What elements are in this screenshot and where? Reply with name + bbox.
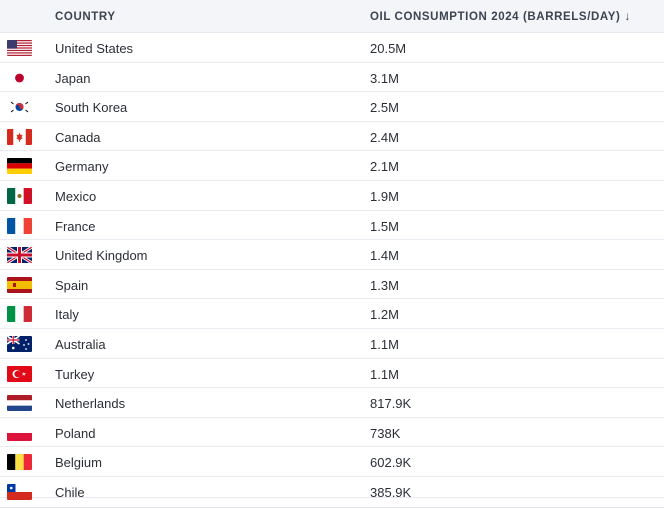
table-row[interactable]: Turkey 1.1M	[0, 358, 664, 389]
oil-consumption-value: 20.5M	[370, 41, 407, 56]
table-row[interactable]: Netherlands 817.9K	[0, 388, 664, 418]
country-name: Turkey	[55, 366, 95, 382]
oil-consumption-value: 3.1M	[370, 70, 399, 86]
oil-consumption-value: 2.5M	[370, 100, 399, 116]
table-row[interactable]: Australia 1.1M	[0, 329, 664, 359]
tr-flag-icon	[7, 365, 32, 382]
oil-consumption-value: 1.3M	[370, 277, 399, 293]
oil-consumption-value: 1.9M	[370, 189, 399, 204]
mx-flag-icon	[7, 188, 32, 204]
column-header-oil-consumption-label: OIL CONSUMPTION 2024 (BARRELS/DAY)	[370, 11, 621, 23]
column-header-country[interactable]: COUNTRY	[55, 11, 116, 23]
country-name: South Korea	[55, 100, 128, 116]
au-flag-icon	[7, 336, 32, 352]
table-row[interactable]: France 1.5M	[0, 210, 664, 241]
oil-consumption-value: 1.5M	[370, 218, 399, 234]
nl-flag-icon	[7, 395, 32, 412]
pl-flag-icon	[7, 424, 32, 441]
table-row[interactable]: Poland 738K	[0, 417, 664, 448]
table-row[interactable]: Canada 2.4M	[0, 121, 664, 152]
country-name: Italy	[55, 307, 79, 323]
es-flag-icon	[7, 276, 32, 293]
arrow-down-icon[interactable]: ↓	[624, 11, 631, 23]
table-row[interactable]: Italy 1.2M	[0, 299, 664, 329]
oil-consumption-value: 602.9K	[370, 455, 412, 471]
country-name: Japan	[55, 70, 91, 86]
table-row[interactable]: Germany 2.1M	[0, 151, 664, 181]
oil-consumption-value: 385.9K	[370, 485, 412, 500]
gb-flag-icon	[7, 247, 32, 264]
country-name: Netherlands	[55, 396, 126, 412]
kr-flag-icon	[7, 99, 32, 116]
oil-consumption-value: 2.4M	[370, 129, 399, 145]
country-name: United Kingdom	[55, 248, 148, 264]
country-name: Australia	[55, 337, 106, 352]
us-flag-icon	[7, 40, 32, 56]
fr-flag-icon	[7, 217, 32, 234]
ca-flag-icon	[7, 128, 32, 145]
oil-consumption-value: 1.4M	[370, 248, 399, 264]
country-name: France	[55, 218, 96, 234]
table-row[interactable]: Japan 3.1M	[0, 62, 664, 93]
table-row[interactable]: United States 20.5M	[0, 33, 664, 63]
oil-consumption-value: 1.1M	[370, 337, 399, 352]
oil-consumption-value: 817.9K	[370, 396, 412, 412]
country-name: United States	[55, 41, 134, 56]
oil-consumption-value: 738K	[370, 425, 401, 441]
table-row[interactable]: Spain 1.3M	[0, 269, 664, 300]
country-name: Mexico	[55, 189, 97, 204]
table-row[interactable]: Belgium 602.9K	[0, 447, 664, 477]
table-row[interactable]: United Kingdom 1.4M	[0, 240, 664, 270]
oil-consumption-value: 1.1M	[370, 366, 399, 382]
table-header: COUNTRY OIL CONSUMPTION 2024 (BARRELS/DA…	[0, 0, 664, 33]
country-name: Poland	[55, 425, 96, 441]
country-name: Belgium	[55, 455, 102, 471]
cl-flag-icon	[7, 484, 32, 500]
be-flag-icon	[7, 454, 32, 471]
oil-consumption-value: 2.1M	[370, 159, 399, 175]
oil-consumption-value: 1.2M	[370, 307, 399, 323]
country-name: Canada	[55, 129, 101, 145]
country-name: Germany	[55, 159, 109, 175]
table-row[interactable]: Mexico 1.9M	[0, 181, 664, 211]
it-flag-icon	[7, 306, 32, 323]
de-flag-icon	[7, 158, 32, 175]
table-row[interactable]: South Korea 2.5M	[0, 92, 664, 122]
country-name: Chile	[55, 485, 85, 500]
jp-flag-icon	[7, 69, 32, 86]
country-name: Spain	[55, 277, 89, 293]
table-row[interactable]: Chile 385.9K	[0, 477, 664, 500]
column-header-oil-consumption[interactable]: OIL CONSUMPTION 2024 (BARRELS/DAY) ↓	[370, 11, 631, 23]
